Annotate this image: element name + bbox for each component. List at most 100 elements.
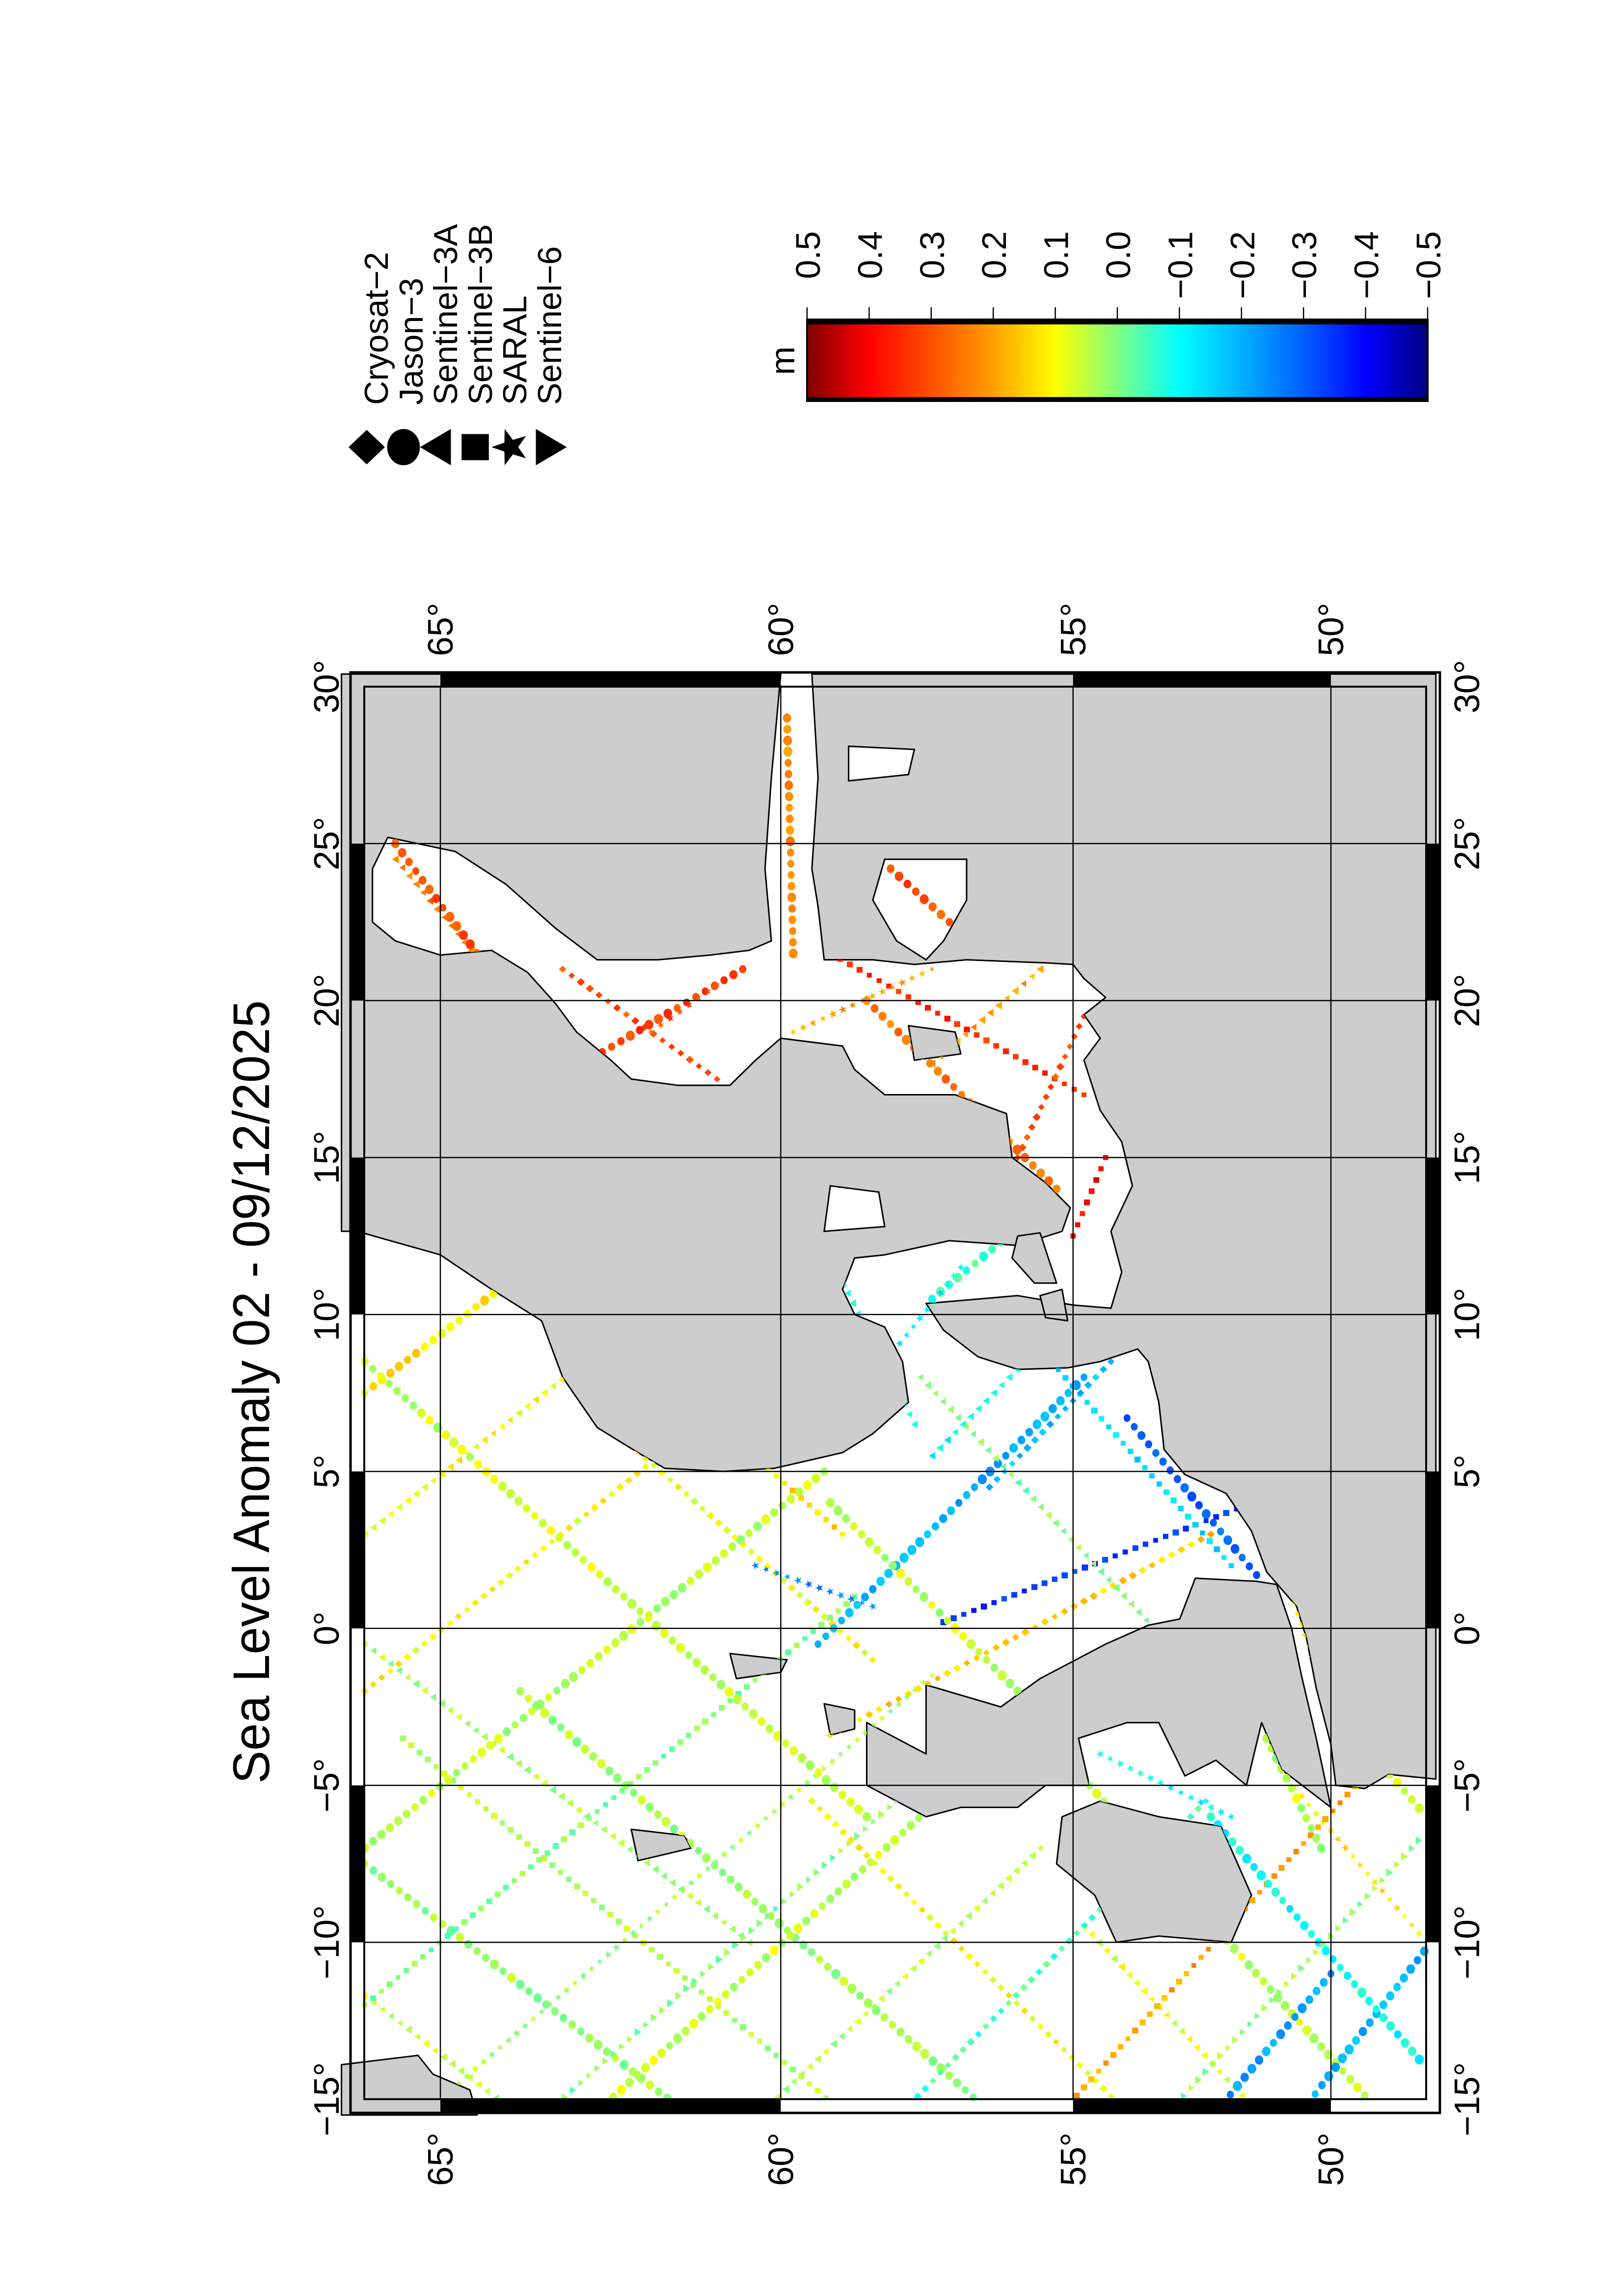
data-point bbox=[1307, 1832, 1314, 1839]
data-point bbox=[1038, 1104, 1045, 1110]
data-point bbox=[827, 1732, 834, 1739]
data-point bbox=[599, 1904, 605, 1910]
data-point bbox=[723, 2010, 730, 2016]
outer-frame bbox=[349, 671, 1441, 2114]
data-point bbox=[828, 1757, 836, 1765]
data-point bbox=[822, 1632, 830, 1640]
data-point bbox=[1171, 1828, 1180, 1836]
data-point bbox=[1031, 1436, 1039, 1444]
data-point bbox=[1110, 1954, 1118, 1963]
data-point bbox=[1292, 1793, 1301, 1803]
data-point bbox=[942, 1074, 950, 1084]
data-point bbox=[403, 1968, 409, 1974]
data-point bbox=[1013, 1686, 1022, 1696]
data-point bbox=[625, 1030, 635, 1041]
data-point bbox=[1203, 1518, 1209, 1523]
data-point bbox=[1021, 1358, 1028, 1365]
data-point bbox=[1379, 1877, 1385, 1884]
data-point bbox=[1046, 1420, 1055, 1428]
data-point bbox=[469, 1912, 476, 1918]
data-point bbox=[678, 1832, 686, 1841]
data-point bbox=[1194, 1805, 1202, 1813]
data-point bbox=[428, 1789, 435, 1797]
data-point bbox=[1277, 1763, 1286, 1773]
data-point bbox=[412, 1348, 421, 1358]
square-icon bbox=[461, 434, 489, 460]
data-point bbox=[519, 1870, 526, 1877]
data-point bbox=[845, 1635, 852, 1642]
data-point bbox=[912, 887, 920, 896]
data-point bbox=[429, 1947, 434, 1952]
data-point bbox=[1013, 1054, 1019, 1060]
data-point bbox=[566, 1799, 573, 1808]
data-point bbox=[926, 1914, 934, 1922]
data-point bbox=[755, 1555, 763, 1563]
legend-item-S: SARAL bbox=[491, 295, 534, 465]
data-point bbox=[762, 1566, 769, 1573]
data-point bbox=[732, 2018, 737, 2023]
data-point bbox=[778, 1800, 786, 1809]
data-point bbox=[970, 1430, 976, 1438]
data-point bbox=[826, 1894, 835, 1903]
data-point bbox=[973, 1904, 980, 1913]
data-point bbox=[1413, 1956, 1422, 1965]
data-point bbox=[1245, 1562, 1253, 1571]
data-point bbox=[903, 880, 912, 888]
data-point bbox=[409, 1401, 417, 1410]
data-point bbox=[676, 1643, 685, 1653]
lon-tick-label-right: 20° bbox=[1448, 974, 1487, 1027]
data-point bbox=[627, 1781, 633, 1787]
data-point bbox=[569, 2086, 576, 2094]
data-point bbox=[1294, 1609, 1301, 1618]
data-point bbox=[473, 1727, 479, 1734]
data-point bbox=[1076, 2061, 1083, 2069]
data-point bbox=[1343, 1917, 1349, 1924]
data-point bbox=[538, 2008, 545, 2015]
data-point bbox=[1232, 2036, 1239, 2044]
data-point bbox=[921, 2085, 929, 2092]
data-point bbox=[880, 1360, 887, 1368]
data-point bbox=[724, 1429, 730, 1435]
data-point bbox=[399, 864, 406, 871]
data-point bbox=[1128, 1600, 1135, 1608]
data-point bbox=[1042, 1094, 1050, 1100]
data-point bbox=[1214, 1546, 1220, 1552]
data-point bbox=[963, 1659, 971, 1666]
data-point bbox=[886, 983, 892, 989]
data-point bbox=[903, 1693, 910, 1701]
data-point bbox=[405, 1674, 410, 1681]
data-point bbox=[1052, 1576, 1057, 1582]
data-point bbox=[873, 1546, 881, 1554]
data-point bbox=[953, 1664, 961, 1672]
data-point bbox=[802, 1916, 811, 1925]
data-point bbox=[966, 2038, 975, 2046]
data-point bbox=[751, 1562, 759, 1570]
data-point bbox=[858, 1530, 866, 1539]
data-point bbox=[944, 1616, 951, 1625]
data-point bbox=[983, 1397, 989, 1405]
lat-tick-label-bottom: 65° bbox=[421, 2133, 460, 2186]
data-point bbox=[426, 897, 433, 905]
data-point bbox=[594, 2065, 600, 2072]
data-point bbox=[561, 1679, 570, 1689]
data-point bbox=[627, 1599, 637, 1609]
data-point bbox=[854, 1804, 864, 1815]
data-point bbox=[896, 1568, 905, 1578]
data-point bbox=[959, 1420, 966, 1428]
data-point bbox=[1284, 1980, 1290, 1988]
data-point bbox=[1195, 1501, 1203, 1510]
data-point bbox=[682, 1393, 688, 1399]
data-point bbox=[787, 859, 795, 868]
data-point bbox=[833, 1505, 843, 1516]
data-point bbox=[1004, 1874, 1012, 1882]
data-point bbox=[711, 1556, 720, 1565]
data-point bbox=[1312, 1663, 1319, 1672]
track-57 bbox=[648, 982, 720, 1036]
data-point bbox=[830, 2040, 837, 2049]
data-point bbox=[458, 1785, 464, 1790]
data-point bbox=[1051, 1613, 1058, 1620]
data-point bbox=[846, 2026, 852, 2032]
data-point bbox=[689, 2019, 699, 2029]
data-point bbox=[970, 1023, 977, 1031]
data-point bbox=[1371, 1878, 1379, 1886]
